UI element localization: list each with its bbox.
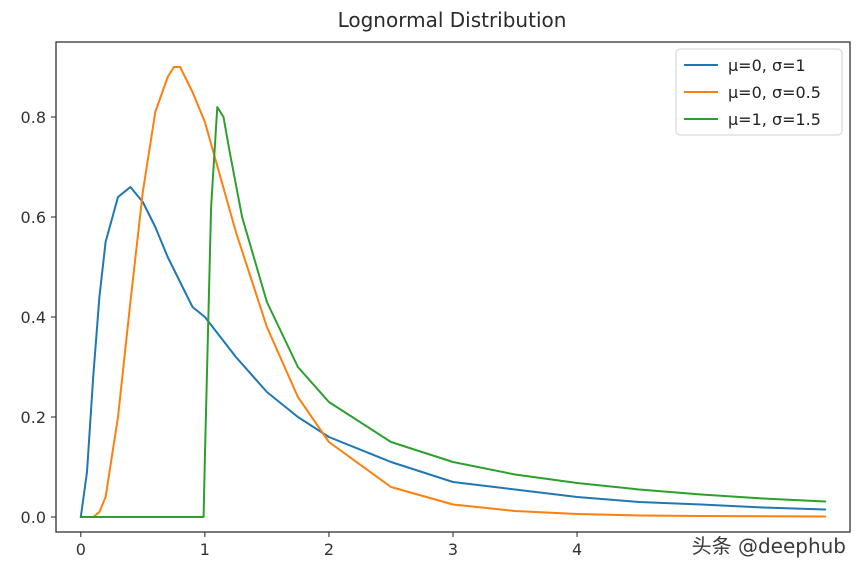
legend-label-1: μ=0, σ=1 xyxy=(728,56,806,75)
series-layer xyxy=(79,66,827,518)
x-tick-label: 3 xyxy=(448,540,458,559)
watermark-text: 头条 @deephub xyxy=(692,534,846,558)
x-tick-label: 1 xyxy=(200,540,210,559)
y-tick-label: 0.0 xyxy=(21,508,46,527)
y-tick-label: 0.6 xyxy=(21,208,46,227)
y-tick-label: 0.4 xyxy=(21,308,46,327)
legend-items: μ=0, σ=1 μ=0, σ=0.5 μ=1, σ=1.5 xyxy=(684,56,821,129)
axes-layer: 0 1 2 3 4 0.0 0.2 0.4 0.6 0.8 xyxy=(21,108,583,559)
series-line-3 xyxy=(79,106,827,518)
x-tick-label: 0 xyxy=(76,540,86,559)
legend-label-3: μ=1, σ=1.5 xyxy=(728,110,821,129)
x-tick-label: 2 xyxy=(324,540,334,559)
x-tick-label: 4 xyxy=(572,540,582,559)
chart-title: Lognormal Distribution xyxy=(338,8,567,32)
legend: μ=0, σ=1 μ=0, σ=0.5 μ=1, σ=1.5 xyxy=(675,48,843,136)
series-line-2 xyxy=(79,66,827,518)
y-tick-label: 0.2 xyxy=(21,408,46,427)
legend-box xyxy=(675,48,843,136)
legend-label-2: μ=0, σ=0.5 xyxy=(728,83,821,102)
y-tick-label: 0.8 xyxy=(21,108,46,127)
series-line-1 xyxy=(79,186,827,518)
